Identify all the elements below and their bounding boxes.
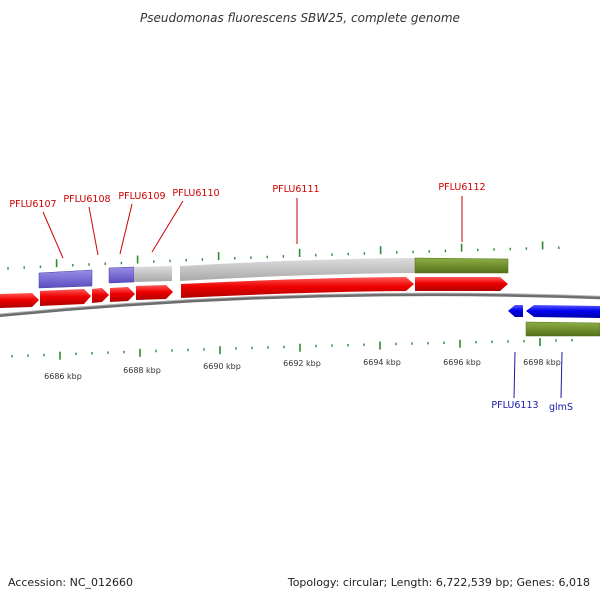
gene-label-pflu6107[interactable]: PFLU6107 xyxy=(9,199,56,210)
leader-pflu6109 xyxy=(119,203,133,255)
cog-bar-glms xyxy=(525,321,600,337)
gene-arrow-pflu6108[interactable] xyxy=(92,288,109,303)
genome-title: Pseudomonas fluorescens SBW25, complete … xyxy=(140,11,460,25)
genome-backbone xyxy=(0,292,600,318)
tick-label-6686: 6686 kbp xyxy=(44,372,82,381)
cog-bar-6109-gray xyxy=(134,266,172,282)
gene-arrow-glms[interactable] xyxy=(526,305,600,318)
gene-arrow-pflu6113[interactable] xyxy=(508,305,523,317)
gene-arrow-pflu6106[interactable] xyxy=(0,293,39,308)
genome-summary-text: Topology: circular; Length: 6,722,539 bp… xyxy=(287,576,590,589)
leader-glms xyxy=(560,351,563,399)
gene-label-pflu6111[interactable]: PFLU6111 xyxy=(272,184,319,195)
gene-arrow-pflu6107[interactable] xyxy=(40,289,91,306)
gene-label-glms[interactable]: glmS xyxy=(549,402,573,413)
tick-label-6694: 6694 kbp xyxy=(363,358,401,367)
tick-label-6690: 6690 kbp xyxy=(203,362,241,371)
gene-label-pflu6110[interactable]: PFLU6110 xyxy=(172,188,219,199)
cog-track xyxy=(38,257,600,337)
cog-bar-6112 xyxy=(414,257,509,274)
gene-arrow-pflu6112[interactable] xyxy=(415,277,508,291)
tick-label-6698: 6698 kbp xyxy=(523,358,561,367)
tick-label-6688: 6688 kbp xyxy=(123,366,161,375)
reverse-strand-genes xyxy=(508,305,600,318)
gene-label-pflu6109[interactable]: PFLU6109 xyxy=(118,191,165,202)
tick-label-6692: 6692 kbp xyxy=(283,359,321,368)
cog-bar-6111 xyxy=(180,258,415,281)
gene-arrow-pflu6111[interactable] xyxy=(181,277,414,298)
cog-bar-6109-purple xyxy=(108,266,135,284)
leader-pflu6110 xyxy=(151,200,184,253)
leader-pflu6113 xyxy=(513,351,516,399)
label-leaders xyxy=(42,196,563,399)
backbone-line-light xyxy=(0,292,600,315)
backbone-line-dark xyxy=(0,293,600,318)
gene-label-pflu6113[interactable]: PFLU6113 xyxy=(491,400,538,411)
gene-labels: PFLU6107 PFLU6108 PFLU6109 PFLU6110 PFLU… xyxy=(9,182,573,413)
forward-strand-genes xyxy=(0,277,508,308)
gene-arrow-pflu6109[interactable] xyxy=(110,287,135,302)
gene-label-pflu6112[interactable]: PFLU6112 xyxy=(438,182,485,193)
axis-tick-labels: 6686 kbp 6688 kbp 6690 kbp 6692 kbp 6694… xyxy=(44,358,561,381)
gene-arrow-pflu6110[interactable] xyxy=(136,285,173,300)
leader-pflu6107 xyxy=(42,211,64,259)
leader-pflu6108 xyxy=(88,206,99,256)
accession-text: Accession: NC_012660 xyxy=(8,576,133,589)
cog-bar-6107 xyxy=(38,269,93,289)
tick-label-6696: 6696 kbp xyxy=(443,358,481,367)
tick-marks xyxy=(7,241,573,360)
gene-label-pflu6108[interactable]: PFLU6108 xyxy=(63,194,110,205)
